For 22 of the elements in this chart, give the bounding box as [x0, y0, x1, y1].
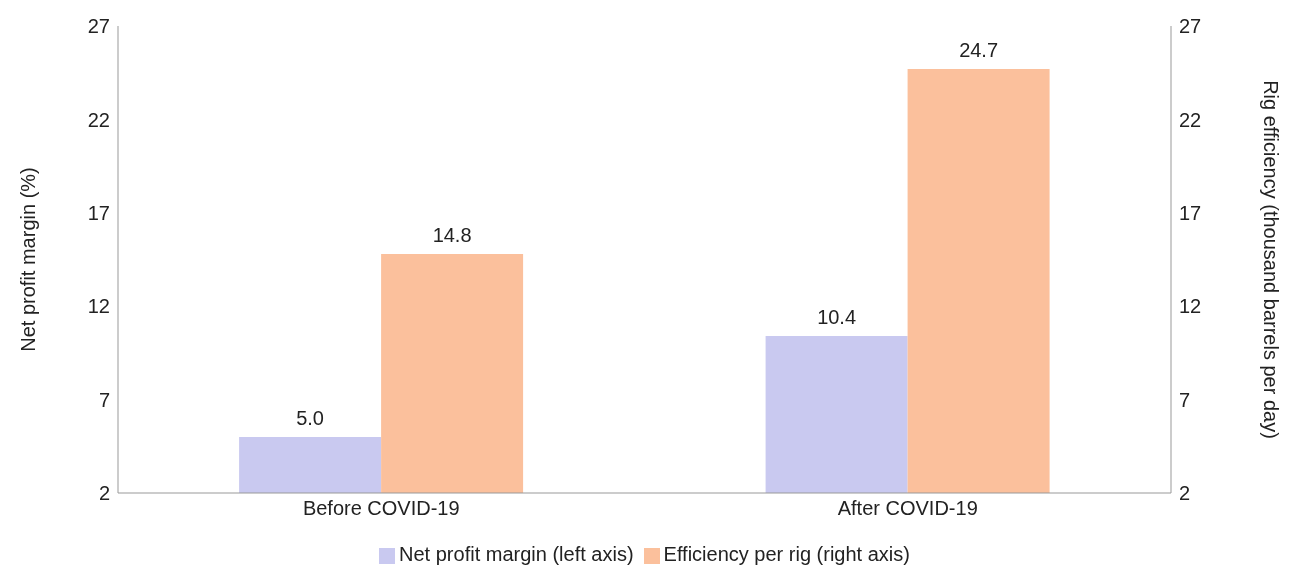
data-label: 14.8: [432, 223, 472, 246]
y-axis-title: Net profit margin (%): [17, 167, 40, 352]
y-tick-label: 2: [98, 482, 110, 505]
x-tick-label: Before COVID-19: [302, 497, 460, 520]
y2-tick-label: 27: [1179, 15, 1202, 38]
y-tick-label: 27: [87, 15, 110, 38]
legend-label: Efficiency per rig (right axis): [663, 543, 910, 565]
y-tick-label: 12: [87, 295, 110, 318]
y2-tick-label: 12: [1179, 295, 1202, 318]
data-label: 10.4: [817, 306, 857, 329]
y-tick-label: 7: [98, 388, 110, 411]
y-tick-label: 17: [87, 201, 110, 224]
y2-tick-label: 17: [1179, 201, 1202, 224]
y2-tick-label: 2: [1179, 482, 1191, 505]
x-tick-label: After COVID-19: [837, 497, 978, 520]
y2-axis-title: Rig efficiency (thousand barrels per day): [1259, 80, 1282, 439]
y2-tick-label: 22: [1179, 108, 1202, 131]
data-label: 24.7: [959, 38, 999, 61]
data-label: 5.0: [296, 406, 324, 429]
y2-tick-label: 7: [1179, 388, 1191, 411]
y-tick-label: 22: [87, 108, 110, 131]
legend-label: Net profit margin (left axis): [399, 543, 634, 565]
